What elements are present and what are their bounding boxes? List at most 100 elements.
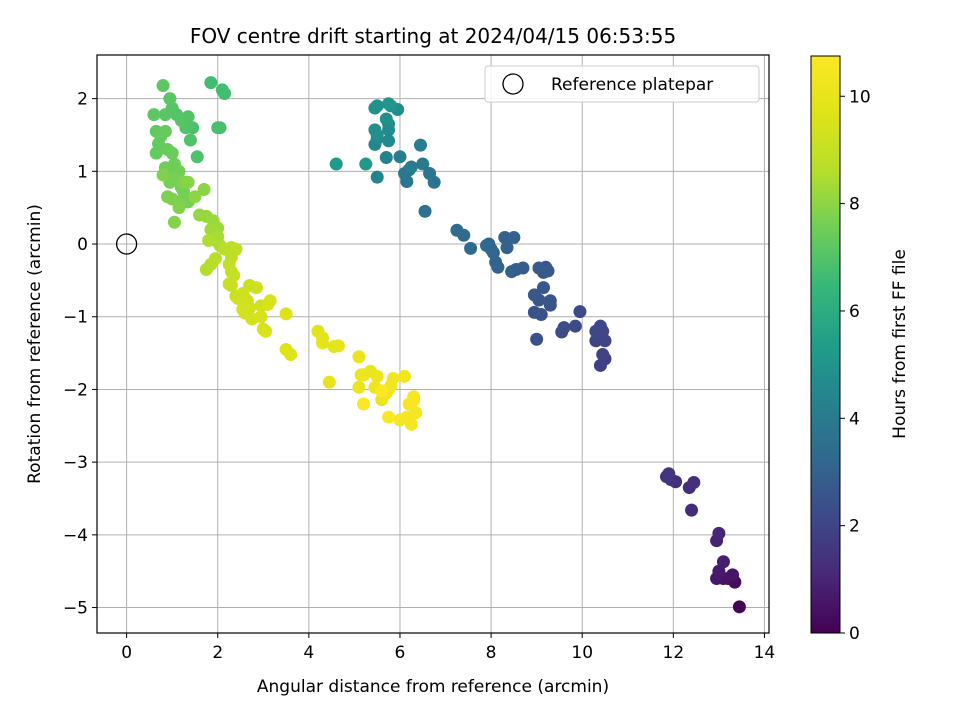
data-point (322, 375, 336, 389)
data-point (393, 413, 407, 427)
data-point (329, 157, 343, 171)
x-axis-label: Angular distance from reference (arcmin) (257, 677, 609, 697)
data-point (156, 79, 170, 93)
data-point (423, 167, 437, 181)
legend-marker (502, 73, 524, 95)
data-point (450, 223, 464, 237)
data-point (593, 319, 607, 333)
data-point (202, 233, 216, 247)
legend-label: Reference platepar (551, 75, 713, 95)
data-point (163, 92, 177, 106)
data-point (156, 168, 170, 182)
data-point (527, 288, 541, 302)
data-point (407, 390, 421, 404)
data-point (507, 230, 521, 244)
data-point (536, 281, 550, 295)
colorbar-tick-label: 4 (849, 409, 860, 429)
data-point (352, 350, 366, 364)
data-point (527, 305, 541, 319)
data-point (236, 302, 250, 316)
data-point (662, 467, 676, 481)
data-point (181, 175, 195, 189)
y-tick-label: −1 (63, 308, 88, 328)
x-tick-label: 10 (571, 643, 593, 663)
data-point (382, 97, 396, 111)
x-tick-label: 4 (303, 643, 314, 663)
data-point (188, 190, 202, 204)
x-tick-label: 12 (663, 643, 685, 663)
data-point (197, 183, 211, 197)
data-point (568, 319, 582, 333)
data-point (183, 133, 197, 147)
data-point (316, 331, 330, 345)
data-point (382, 410, 396, 424)
y-axis-label: Rotation from reference (arcmin) (25, 204, 45, 484)
data-point (370, 369, 384, 383)
data-point (249, 281, 263, 295)
colorbar-ticks: 0 2 4 6 8 10 (840, 87, 871, 644)
data-point (393, 150, 407, 164)
data-point (279, 307, 293, 321)
data-point (357, 397, 371, 411)
y-tick-label: 2 (77, 90, 88, 110)
data-point (480, 238, 494, 252)
data-point (165, 146, 179, 160)
data-point (158, 124, 172, 138)
data-point (167, 215, 181, 229)
data-points (147, 76, 746, 614)
data-point (208, 252, 222, 266)
data-point (726, 568, 740, 582)
x-tick-label: 0 (121, 643, 132, 663)
data-point (382, 134, 396, 148)
data-point (370, 99, 384, 113)
data-point (359, 157, 373, 171)
y-tick-label: −3 (63, 453, 88, 473)
data-point (716, 555, 730, 569)
data-point (213, 121, 227, 135)
data-point (370, 170, 384, 184)
data-point (224, 278, 238, 292)
y-axis-ticks: 2 1 0 −1 −2 −3 −4 −5 (63, 90, 97, 619)
x-tick-label: 14 (754, 643, 776, 663)
data-point (498, 230, 512, 244)
data-point (555, 325, 569, 339)
legend: Reference platepar (484, 65, 760, 103)
data-point (149, 146, 163, 160)
colorbar-tick-label: 10 (849, 87, 871, 107)
data-point (712, 526, 726, 540)
plot-frame (96, 54, 770, 634)
data-point (259, 324, 273, 338)
data-point (464, 241, 478, 255)
data-point (573, 305, 587, 319)
colorbar (810, 55, 841, 634)
data-point (398, 369, 412, 383)
data-point (261, 297, 275, 311)
data-point (357, 368, 371, 382)
data-point (147, 108, 161, 122)
data-point (190, 150, 204, 164)
data-point (687, 476, 701, 490)
data-point (375, 384, 389, 398)
data-point (732, 600, 746, 614)
reference-marker-group (115, 233, 138, 255)
reference-marker (115, 233, 138, 255)
colorbar-tick-label: 6 (849, 302, 860, 322)
grid-lines (97, 55, 769, 633)
x-axis-ticks: 0 2 4 6 8 10 12 14 (121, 633, 775, 663)
data-point (352, 380, 366, 394)
x-tick-label: 6 (395, 643, 406, 663)
data-point (543, 294, 557, 308)
data-point (379, 151, 393, 165)
data-point (172, 201, 186, 215)
data-point (500, 241, 514, 255)
y-tick-label: −4 (63, 526, 88, 546)
data-point (530, 332, 544, 346)
data-point (368, 123, 382, 137)
legend-box (484, 65, 760, 103)
y-tick-label: −5 (63, 599, 88, 619)
x-tick-label: 2 (212, 643, 223, 663)
data-point (505, 265, 519, 279)
data-point (685, 503, 699, 517)
data-point (218, 87, 232, 101)
